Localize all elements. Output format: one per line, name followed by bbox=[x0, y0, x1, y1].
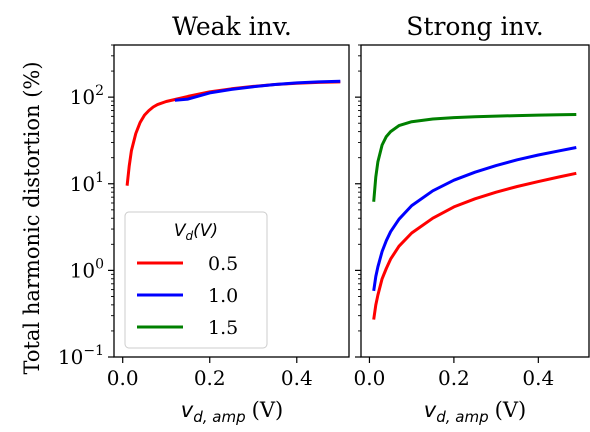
legend-box bbox=[124, 211, 268, 349]
y-tick-label: 101 bbox=[70, 170, 104, 196]
panel-strong-inv: Strong inv. 0.0 0.2 0.4 vd, amp (V) bbox=[354, 12, 590, 426]
x-tick-label: 0.2 bbox=[438, 366, 470, 390]
legend-label: 1.5 bbox=[208, 317, 238, 339]
x-tick-label: 0.0 bbox=[354, 366, 386, 390]
frame-strong bbox=[360, 44, 590, 358]
y-axis-label: Total harmonic distortion (%) bbox=[20, 61, 44, 374]
frame-weak bbox=[113, 44, 350, 358]
series-line-1-0 bbox=[372, 146, 577, 292]
y-tick-label: 100 bbox=[70, 256, 104, 282]
x-tick-label: 0.0 bbox=[107, 366, 139, 390]
x-tick-label: 0.4 bbox=[281, 366, 313, 390]
y-tick-label: 10−1 bbox=[58, 343, 104, 369]
x-axis-label-weak: vd, amp (V) bbox=[181, 398, 283, 426]
plot-area-strong bbox=[372, 113, 577, 320]
y-tick-label: 102 bbox=[70, 83, 104, 109]
legend-title: Vd(V) bbox=[174, 221, 218, 243]
series-line-1-0 bbox=[174, 79, 341, 102]
plot-area-weak bbox=[125, 79, 341, 186]
axes-weak: 0.0 0.2 0.4 10−1 100 101 102 bbox=[58, 44, 313, 390]
legend-label: 1.0 bbox=[208, 285, 238, 307]
legend-label: 0.5 bbox=[208, 253, 238, 275]
series-line-1-5 bbox=[372, 113, 577, 202]
series-line-0-5 bbox=[372, 171, 577, 320]
axes-strong: 0.0 0.2 0.4 bbox=[354, 44, 554, 390]
x-axis-label-strong: vd, amp (V) bbox=[424, 398, 526, 426]
legend-entries: 0.5 1.0 1.5 bbox=[137, 253, 238, 339]
panel-weak-inv: Weak inv. 0.0 0.2 0.4 10−1 100 101 102 vd, amp… bbox=[58, 12, 350, 426]
panel-title-strong: Strong inv. bbox=[406, 12, 543, 41]
x-tick-label: 0.4 bbox=[522, 366, 554, 390]
x-tick-label: 0.2 bbox=[194, 366, 226, 390]
series-line-0-5 bbox=[125, 80, 341, 186]
legend: Vd(V) 0.5 1.0 1.5 bbox=[124, 211, 268, 349]
panel-title-weak: Weak inv. bbox=[172, 12, 292, 41]
